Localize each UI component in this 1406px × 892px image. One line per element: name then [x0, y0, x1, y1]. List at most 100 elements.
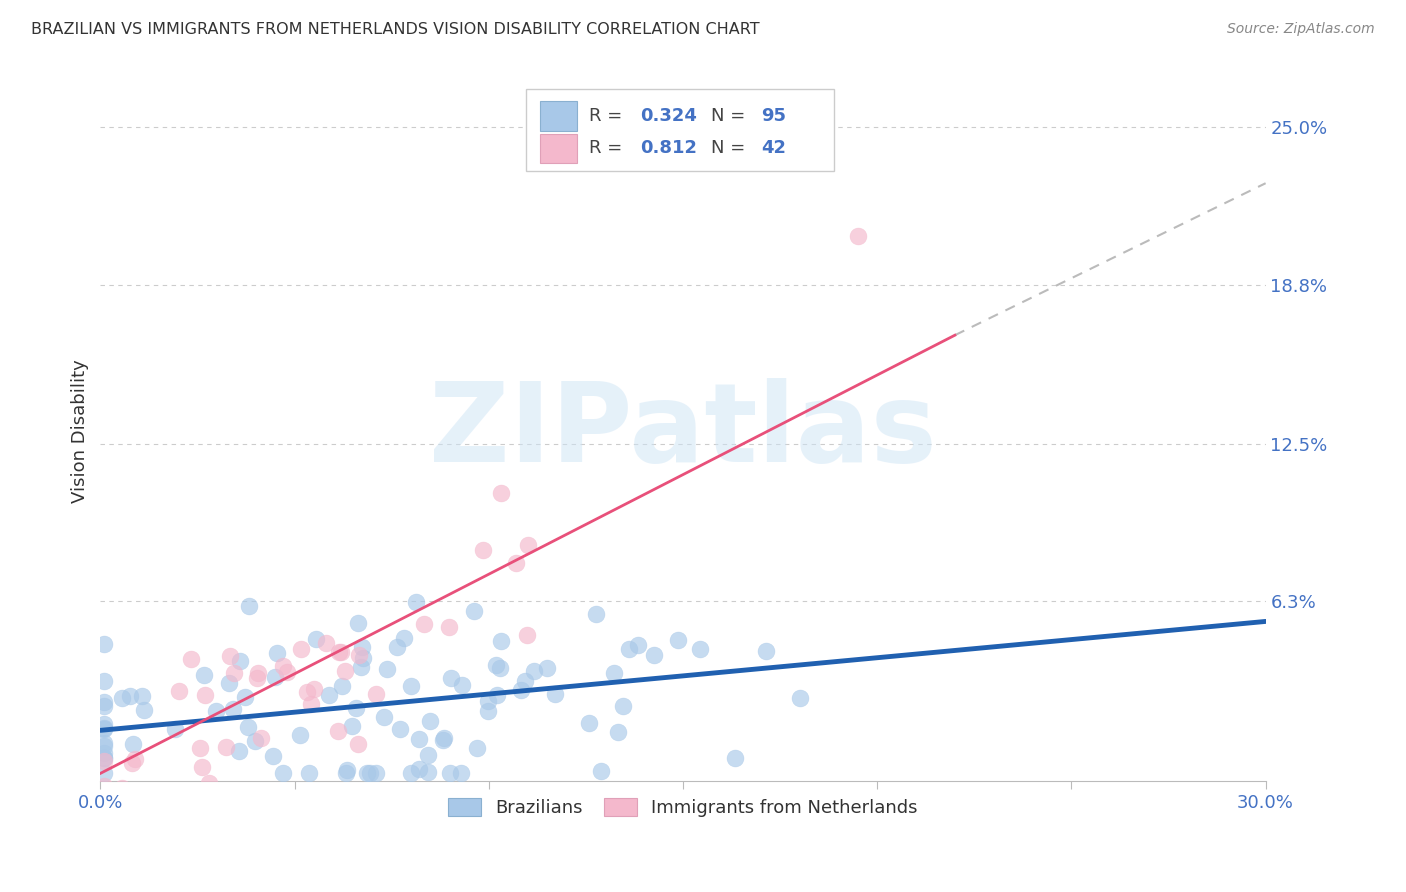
Point — [271, 766, 294, 780]
Point — [463, 604, 485, 618]
Point — [93, 747, 115, 761]
Point — [193, 668, 215, 682]
Point — [326, 723, 349, 738]
Point — [93, 717, 115, 731]
Point — [389, 723, 412, 737]
Point — [350, 640, 373, 654]
Point — [418, 747, 440, 762]
Point — [394, 632, 416, 646]
Point — [523, 665, 546, 679]
Point — [385, 640, 408, 654]
Point — [612, 699, 634, 714]
Point — [465, 741, 488, 756]
Point — [111, 780, 134, 795]
Point — [228, 744, 250, 758]
Y-axis label: Vision Disability: Vision Disability — [72, 359, 89, 503]
Text: 95: 95 — [761, 107, 786, 125]
Point — [188, 740, 211, 755]
Text: N =: N = — [711, 139, 751, 157]
Point — [724, 751, 747, 765]
Point — [544, 687, 567, 701]
Point — [347, 737, 370, 751]
Point — [412, 616, 434, 631]
FancyBboxPatch shape — [540, 102, 576, 131]
Point — [846, 229, 869, 244]
Point — [304, 681, 326, 696]
Point — [359, 766, 381, 780]
FancyBboxPatch shape — [526, 89, 835, 171]
Point — [515, 673, 537, 688]
Point — [346, 615, 368, 630]
Point — [93, 739, 115, 753]
Point — [485, 657, 508, 672]
Point — [93, 751, 115, 765]
Point — [352, 651, 374, 665]
Point — [401, 679, 423, 693]
Point — [298, 766, 321, 780]
Point — [290, 728, 312, 742]
Point — [191, 760, 214, 774]
Point — [165, 722, 187, 736]
Point — [93, 723, 115, 737]
Point — [517, 538, 540, 552]
Point — [93, 698, 115, 713]
Point — [439, 620, 461, 634]
Point — [472, 542, 495, 557]
Point — [344, 701, 367, 715]
Point — [432, 732, 454, 747]
Point — [215, 740, 238, 755]
Point — [233, 690, 256, 704]
Point — [93, 751, 115, 765]
Point — [93, 754, 115, 768]
Point — [617, 642, 640, 657]
Point — [356, 766, 378, 780]
Point — [250, 731, 273, 746]
Point — [264, 669, 287, 683]
Point — [93, 674, 115, 689]
Point — [204, 704, 226, 718]
Point — [222, 666, 245, 681]
Point — [124, 752, 146, 766]
Point — [477, 694, 499, 708]
Point — [266, 646, 288, 660]
Point — [440, 671, 463, 685]
Point — [335, 766, 357, 780]
Point — [98, 784, 121, 798]
Point — [194, 688, 217, 702]
Point — [399, 766, 422, 780]
Point — [505, 556, 527, 570]
Point — [328, 645, 350, 659]
Point — [93, 766, 115, 780]
Point — [350, 660, 373, 674]
Point — [197, 776, 219, 790]
Point — [333, 665, 356, 679]
Point — [276, 665, 298, 679]
Point — [433, 731, 456, 745]
Point — [122, 737, 145, 751]
Point — [121, 756, 143, 770]
Point — [134, 702, 156, 716]
Point — [489, 633, 512, 648]
Point — [366, 765, 388, 780]
Point — [93, 722, 115, 736]
Point — [336, 763, 359, 777]
Point — [643, 648, 665, 662]
Point — [305, 632, 328, 647]
Text: N =: N = — [711, 107, 751, 125]
Text: Source: ZipAtlas.com: Source: ZipAtlas.com — [1227, 22, 1375, 37]
Point — [516, 628, 538, 642]
Point — [330, 680, 353, 694]
Text: BRAZILIAN VS IMMIGRANTS FROM NETHERLANDS VISION DISABILITY CORRELATION CHART: BRAZILIAN VS IMMIGRANTS FROM NETHERLANDS… — [31, 22, 759, 37]
Point — [111, 690, 134, 705]
Point — [364, 687, 387, 701]
Point — [290, 642, 312, 657]
Legend: Brazilians, Immigrants from Netherlands: Brazilians, Immigrants from Netherlands — [441, 791, 925, 824]
Point — [246, 671, 269, 685]
Point — [689, 642, 711, 657]
Point — [342, 719, 364, 733]
Text: ZIPatlas: ZIPatlas — [429, 378, 936, 485]
Point — [318, 688, 340, 702]
Point — [330, 645, 353, 659]
Point — [439, 766, 461, 780]
Point — [299, 697, 322, 711]
